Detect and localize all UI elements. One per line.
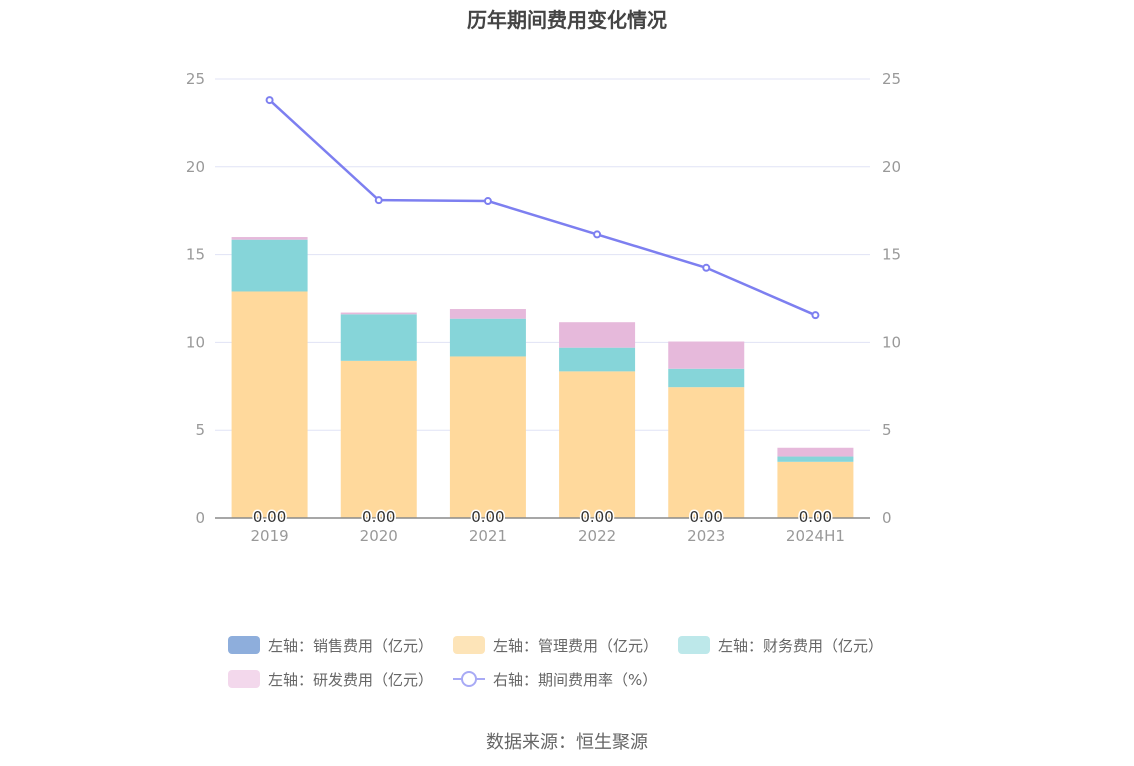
legend-swatch-sales (228, 636, 260, 654)
legend-label-admin: 左轴：管理费用（亿元） (493, 636, 659, 655)
legend-label-sales: 左轴：销售费用（亿元） (268, 636, 434, 655)
x-tick-label: 2023 (687, 527, 725, 545)
right-tick-label: 5 (882, 421, 892, 439)
bar-finance (340, 314, 417, 361)
bar-rd (668, 341, 745, 369)
rate-point (483, 197, 492, 206)
rate-point (374, 196, 383, 205)
rate-point (593, 230, 602, 239)
bar-rd (449, 309, 526, 319)
rate-line (268, 99, 816, 317)
data-label-sales: 0.00 (253, 508, 286, 526)
left-tick-label: 20 (186, 158, 205, 176)
legend-item-rate[interactable]: 右轴：期间费用率（%） (453, 669, 657, 690)
x-tick-label: 2024H1 (786, 527, 845, 545)
data-label-sales: 0.00 (580, 508, 613, 526)
left-tick-label: 0 (195, 509, 205, 527)
legend-item-finance[interactable]: 左轴：财务费用（亿元） (678, 635, 883, 656)
left-tick-label: 15 (186, 246, 205, 264)
data-source: 数据来源：恒生聚源 (486, 732, 648, 753)
left-tick-label: 10 (186, 333, 205, 351)
left-tick-label: 5 (195, 421, 205, 439)
x-tick-label: 2019 (250, 527, 288, 545)
legend-swatch-finance (678, 636, 711, 654)
data-label-sales: 0.00 (471, 508, 504, 526)
legend-item-sales[interactable]: 左轴：销售费用（亿元） (228, 635, 433, 656)
bar-admin (777, 461, 854, 518)
bar-finance (231, 239, 308, 292)
chart-canvas: 0 5 10 15 20 25 0 5 10 15 20 25 2019 2020 2021 2022 2023… (186, 70, 901, 545)
legend-row-1: 左轴：销售费用（亿元） 左轴：管理费用（亿元） 左轴：财务费用（亿元） (228, 630, 928, 660)
rate-point (265, 96, 274, 105)
legend-swatch-rd (228, 670, 260, 688)
right-tick-label: 25 (882, 70, 901, 88)
legend-row-2: 左轴：研发费用（亿元） 右轴：期间费用率（%） (228, 664, 928, 694)
bar-rd (231, 237, 308, 240)
right-tick-label: 0 (882, 509, 892, 527)
legend-label-rate: 右轴：期间费用率（%） (493, 670, 658, 689)
right-tick-label: 10 (882, 333, 901, 351)
bar-admin (449, 356, 526, 518)
bar-admin (340, 360, 417, 518)
legend-swatch-rate (453, 670, 486, 688)
right-tick-label: 20 (882, 158, 901, 176)
bar-admin (231, 291, 308, 518)
bar-finance (668, 368, 745, 388)
legend-item-admin[interactable]: 左轴：管理费用（亿元） (453, 635, 658, 656)
bar-rd (559, 322, 636, 348)
bar-rd (340, 312, 417, 315)
rate-point (811, 311, 820, 320)
bar-finance (777, 456, 854, 462)
chart-title: 历年期间费用变化情况 (467, 8, 667, 32)
legend-item-rd[interactable]: 左轴：研发费用（亿元） (228, 669, 433, 690)
legend-label-rd: 左轴：研发费用（亿元） (268, 670, 434, 689)
data-label-sales: 0.00 (690, 508, 723, 526)
data-label-sales: 0.00 (362, 508, 395, 526)
left-tick-label: 25 (186, 70, 205, 88)
right-tick-label: 15 (882, 246, 901, 264)
bar-finance (449, 318, 526, 357)
x-tick-label: 2022 (578, 527, 616, 545)
rate-point (702, 263, 711, 272)
bar-admin (559, 371, 636, 518)
x-tick-label: 2021 (469, 527, 507, 545)
bar-admin (668, 387, 745, 518)
x-tick-label: 2020 (360, 527, 398, 545)
bar-finance (559, 347, 636, 372)
data-label-sales: 0.00 (799, 508, 832, 526)
legend-swatch-admin (453, 636, 486, 654)
bar-rd (777, 447, 854, 457)
legend-label-finance: 左轴：财务费用（亿元） (718, 636, 884, 655)
legend: 左轴：销售费用（亿元） 左轴：管理费用（亿元） 左轴：财务费用（亿元） 左轴：研… (228, 630, 928, 698)
